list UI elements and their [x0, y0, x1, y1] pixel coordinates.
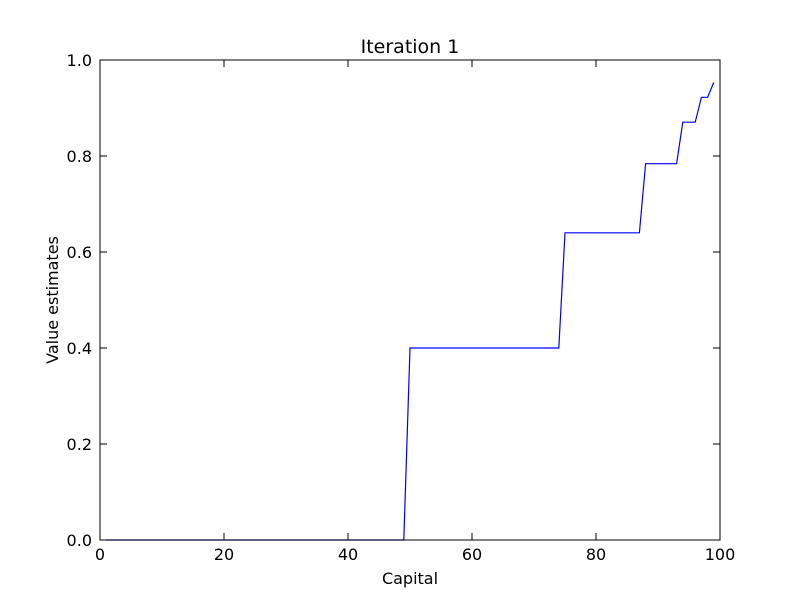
x-axis-label: Capital [382, 569, 438, 588]
plot-line-layer [106, 82, 715, 541]
ticks-layer: 0 20 40 60 80 100 0.0 0.2 0.4 0.6 0.8 1.0 [67, 51, 736, 564]
y-tick-label: 0.6 [67, 243, 92, 262]
x-tick-label: 80 [586, 545, 606, 564]
y-tick-label: 0.2 [67, 435, 92, 454]
plot-frame [99, 59, 721, 541]
x-tick-label: 20 [214, 545, 234, 564]
y-tick-label: 0.8 [67, 147, 92, 166]
y-tick-label: 0.4 [67, 339, 92, 358]
chart-title: Iteration 1 [361, 36, 460, 58]
series-line-0 [106, 82, 715, 541]
x-tick-label: 40 [338, 545, 358, 564]
x-tick-label: 60 [462, 545, 482, 564]
x-tick-label: 100 [705, 545, 736, 564]
y-tick-label: 1.0 [67, 51, 92, 70]
y-axis-label: Value estimates [43, 236, 62, 364]
x-tick-label: 0 [95, 545, 105, 564]
y-tick-label: 0.0 [67, 531, 92, 550]
